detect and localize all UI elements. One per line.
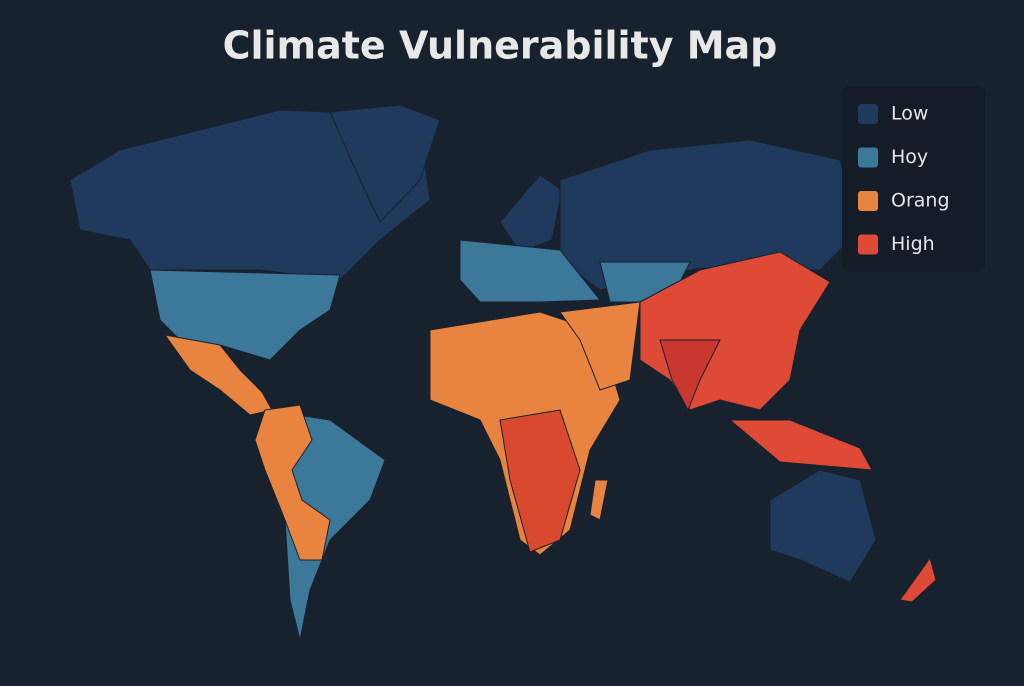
greenland (329, 104, 441, 223)
europe (459, 239, 601, 303)
legend-swatch (858, 191, 878, 211)
australia (769, 469, 877, 583)
south-america-west (254, 404, 331, 561)
map-title: Climate Vulnerability Map (223, 24, 778, 68)
legend-swatch (858, 104, 878, 124)
southeast-asia-islands (729, 419, 873, 471)
central-africa (499, 409, 581, 553)
legend-swatch (858, 147, 878, 168)
india (659, 339, 721, 411)
usa (149, 269, 341, 361)
new-zealand (899, 557, 937, 603)
legend: Low Hoy Orang High (842, 86, 985, 272)
legend-label: High (891, 233, 935, 255)
landmasses (69, 104, 937, 641)
legend-swatch (858, 234, 878, 255)
legend-label: Hoy (891, 146, 928, 168)
canada-alaska (69, 109, 431, 281)
legend-box (842, 86, 985, 272)
legend-label: Low (891, 103, 928, 125)
madagascar (589, 479, 609, 521)
legend-label: Orang (891, 190, 950, 212)
middle-east (559, 301, 641, 391)
